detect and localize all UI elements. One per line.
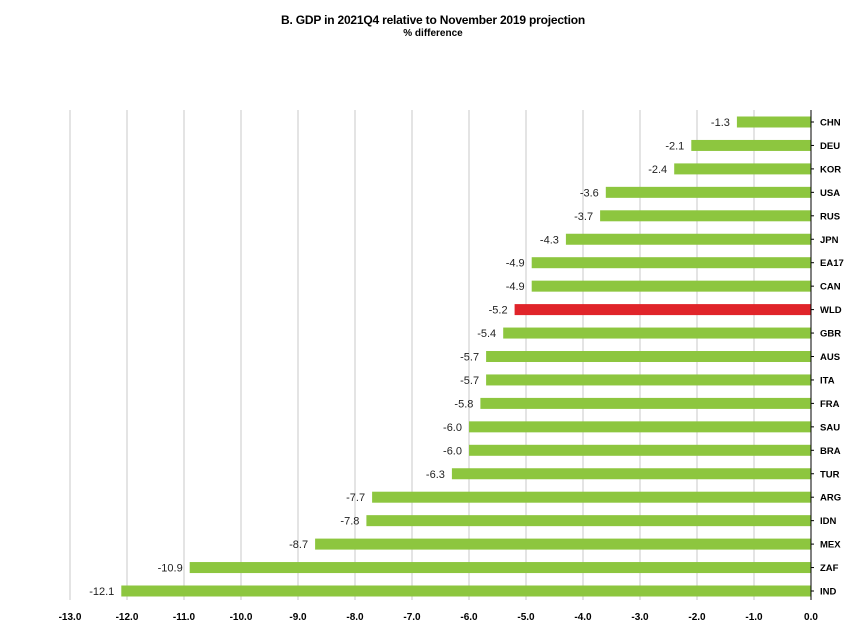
data-label: -4.9 [506, 281, 525, 293]
x-tick-label: -10.0 [230, 612, 253, 623]
bar-wld [514, 304, 811, 316]
x-tick-label: -5.0 [517, 612, 535, 623]
bar-gbr [503, 327, 811, 339]
data-label: -1.3 [711, 117, 730, 129]
category-label: DEU [820, 141, 840, 152]
category-label: SAU [820, 422, 840, 433]
x-tick-label: 0.0 [804, 612, 818, 623]
category-label: BRA [820, 446, 841, 457]
data-label: -2.1 [665, 140, 684, 152]
x-tick-label: -2.0 [688, 612, 706, 623]
category-label: IND [820, 587, 837, 598]
data-label: -3.6 [580, 187, 599, 199]
x-tick-label: -1.0 [745, 612, 763, 623]
data-label: -5.7 [460, 375, 479, 387]
bar-bra [469, 444, 811, 456]
x-tick-label: -7.0 [403, 612, 421, 623]
category-label: IDN [820, 516, 837, 527]
bar-can [531, 280, 811, 292]
data-label: -5.2 [489, 305, 508, 317]
data-label: -7.8 [340, 516, 359, 528]
data-label: -12.1 [89, 586, 114, 598]
category-label: MEX [820, 540, 841, 551]
data-label: -2.4 [648, 164, 667, 176]
bar-rus [600, 210, 811, 222]
category-label: KOR [820, 164, 841, 175]
x-tick-label: -12.0 [116, 612, 139, 623]
bar-kor [674, 163, 811, 175]
bar-idn [366, 515, 811, 527]
category-label: ZAF [820, 563, 839, 574]
category-label: TUR [820, 469, 840, 480]
bar-mex [315, 538, 811, 550]
category-label: CHN [820, 118, 841, 129]
x-tick-label: -13.0 [59, 612, 82, 623]
x-tick-label: -6.0 [460, 612, 478, 623]
bar-aus [486, 351, 811, 362]
data-label: -3.7 [574, 211, 593, 223]
data-label: -6.0 [443, 445, 462, 457]
x-tick-label: -8.0 [346, 612, 364, 623]
bars [121, 116, 812, 597]
data-label: -7.7 [346, 492, 365, 504]
category-label: WLD [820, 305, 842, 316]
category-label: JPN [820, 235, 839, 246]
bar-deu [691, 139, 811, 151]
data-label: -6.0 [443, 422, 462, 434]
data-label: -5.4 [477, 328, 496, 340]
category-label: ITA [820, 375, 835, 386]
bar-ea17 [531, 257, 811, 269]
bar-chn [736, 116, 811, 128]
data-label: -4.3 [540, 234, 559, 246]
category-label: CAN [820, 282, 841, 293]
data-label: -5.8 [454, 398, 473, 410]
bar-zaf [189, 562, 811, 574]
category-label: FRA [820, 399, 840, 410]
category-label: ARG [820, 493, 841, 504]
bar-ita [486, 374, 811, 386]
x-tick-label: -9.0 [289, 612, 307, 623]
value-axis [810, 110, 814, 600]
labels: -13.0 -12.0 -11.0 -10.0 -9.0 -8.0 -7.0 -6.0 -5.0… [59, 117, 844, 623]
bar-ind [121, 585, 812, 597]
data-label: -8.7 [289, 539, 308, 551]
data-label: -10.9 [158, 563, 183, 575]
category-label: EA17 [820, 258, 844, 269]
chart-header: B. GDP in 2021Q4 relative to November 20… [0, 13, 866, 41]
data-label: -4.9 [506, 258, 525, 270]
category-label: GBR [820, 329, 841, 340]
x-tick-label: -4.0 [574, 612, 592, 623]
chart-title: B. GDP in 2021Q4 relative to November 20… [281, 13, 585, 27]
bar-tur [451, 468, 811, 480]
data-label: -6.3 [426, 469, 445, 481]
bar-usa [605, 186, 811, 198]
category-label: USA [820, 188, 840, 199]
x-tick-label: -3.0 [631, 612, 649, 623]
category-label: RUS [820, 211, 840, 222]
category-label: AUS [820, 352, 840, 363]
chart-subtitle: % difference [403, 28, 463, 39]
bar-arg [372, 491, 811, 503]
data-label: -5.7 [460, 352, 479, 364]
bar-fra [480, 397, 811, 409]
bar-jpn [565, 233, 811, 245]
x-tick-label: -11.0 [173, 612, 196, 623]
bar-sau [469, 421, 811, 433]
